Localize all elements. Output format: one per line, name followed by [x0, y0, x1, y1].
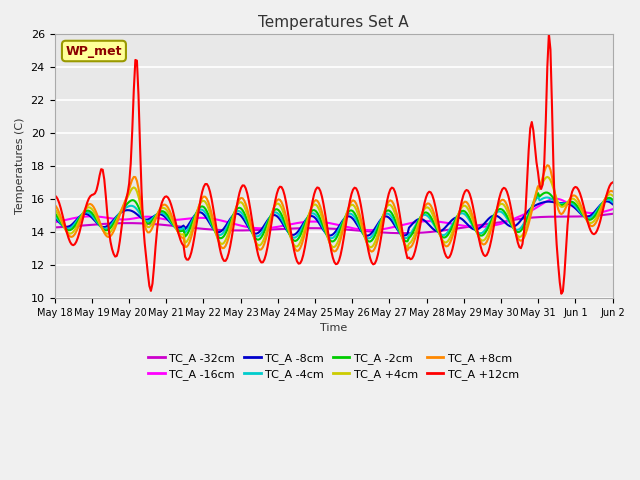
Y-axis label: Temperatures (C): Temperatures (C) [15, 118, 25, 214]
TC_A -4cm [581, 214, 589, 220]
TC_A -32cm [51, 225, 58, 230]
TC_A +12cm [236, 190, 243, 195]
TC_A +12cm [119, 214, 127, 220]
TC_A -16cm [581, 209, 589, 215]
Line: TC_A -4cm: TC_A -4cm [54, 197, 612, 239]
TC_A -4cm [119, 207, 127, 213]
TC_A -16cm [551, 196, 559, 202]
X-axis label: Time: Time [320, 323, 348, 333]
TC_A -8cm [603, 198, 611, 204]
Line: TC_A -8cm: TC_A -8cm [54, 201, 612, 236]
TC_A +4cm [245, 217, 253, 223]
TC_A +8cm [245, 212, 253, 218]
TC_A -32cm [245, 228, 253, 233]
Line: TC_A +4cm: TC_A +4cm [54, 177, 612, 247]
TC_A +4cm [295, 242, 303, 248]
TC_A +4cm [236, 200, 243, 205]
TC_A +12cm [51, 193, 58, 199]
TC_A -32cm [401, 230, 408, 236]
TC_A +8cm [295, 248, 303, 253]
TC_A -4cm [236, 208, 243, 214]
TC_A -2cm [51, 210, 58, 216]
TC_A +8cm [543, 162, 551, 168]
Line: TC_A +8cm: TC_A +8cm [54, 165, 612, 252]
TC_A -32cm [217, 227, 225, 233]
Title: Temperatures Set A: Temperatures Set A [259, 15, 409, 30]
TC_A +12cm [245, 198, 253, 204]
TC_A +12cm [581, 207, 589, 213]
Line: TC_A -2cm: TC_A -2cm [54, 192, 612, 241]
TC_A -32cm [609, 211, 616, 216]
TC_A -8cm [119, 208, 127, 214]
TC_A -8cm [363, 233, 371, 239]
TC_A -2cm [366, 239, 374, 244]
Line: TC_A -16cm: TC_A -16cm [54, 199, 612, 230]
TC_A -2cm [119, 206, 127, 212]
TC_A -16cm [245, 224, 253, 230]
Line: TC_A -32cm: TC_A -32cm [54, 214, 612, 233]
TC_A +12cm [609, 180, 616, 185]
TC_A -4cm [365, 236, 372, 241]
TC_A -4cm [51, 213, 58, 218]
TC_A +12cm [557, 291, 565, 297]
TC_A +12cm [295, 261, 303, 266]
TC_A -16cm [236, 222, 243, 228]
TC_A +8cm [581, 212, 589, 218]
TC_A -16cm [217, 217, 225, 223]
TC_A +8cm [609, 189, 616, 194]
TC_A -2cm [217, 235, 225, 241]
TC_A +8cm [217, 244, 225, 250]
Text: WP_met: WP_met [66, 45, 122, 58]
TC_A -16cm [51, 219, 58, 225]
TC_A +4cm [119, 204, 127, 210]
TC_A -8cm [579, 213, 587, 218]
TC_A -8cm [609, 201, 616, 207]
TC_A +8cm [119, 204, 127, 209]
TC_A -4cm [609, 199, 616, 205]
TC_A -4cm [295, 231, 303, 237]
TC_A -16cm [119, 216, 127, 222]
TC_A -4cm [217, 232, 225, 238]
TC_A +4cm [581, 214, 589, 220]
TC_A +4cm [217, 240, 225, 246]
TC_A -8cm [245, 225, 253, 231]
TC_A -4cm [245, 224, 253, 229]
TC_A -4cm [534, 194, 542, 200]
TC_A +8cm [51, 202, 58, 207]
TC_A -32cm [295, 226, 303, 231]
TC_A -2cm [295, 236, 303, 241]
TC_A -16cm [295, 220, 303, 226]
TC_A +8cm [368, 249, 376, 254]
TC_A +4cm [543, 174, 551, 180]
TC_A +4cm [51, 206, 58, 212]
TC_A -8cm [295, 228, 303, 234]
TC_A -2cm [245, 222, 253, 228]
TC_A +4cm [366, 244, 374, 250]
TC_A +4cm [609, 193, 616, 199]
TC_A -16cm [366, 227, 374, 233]
TC_A -32cm [119, 220, 127, 226]
TC_A -2cm [236, 205, 243, 211]
TC_A +8cm [236, 196, 243, 202]
TC_A -32cm [579, 214, 587, 219]
TC_A -16cm [609, 206, 616, 212]
TC_A -2cm [581, 214, 589, 220]
TC_A -8cm [51, 215, 58, 220]
TC_A -32cm [236, 228, 243, 233]
TC_A -8cm [217, 228, 225, 234]
TC_A +12cm [545, 31, 553, 36]
TC_A -2cm [609, 197, 616, 203]
Legend: TC_A -32cm, TC_A -16cm, TC_A -8cm, TC_A -4cm, TC_A -2cm, TC_A +4cm, TC_A +8cm, T: TC_A -32cm, TC_A -16cm, TC_A -8cm, TC_A … [144, 348, 524, 384]
TC_A +12cm [217, 250, 225, 256]
Line: TC_A +12cm: TC_A +12cm [54, 34, 612, 294]
TC_A -8cm [236, 212, 243, 217]
TC_A -2cm [542, 190, 550, 195]
